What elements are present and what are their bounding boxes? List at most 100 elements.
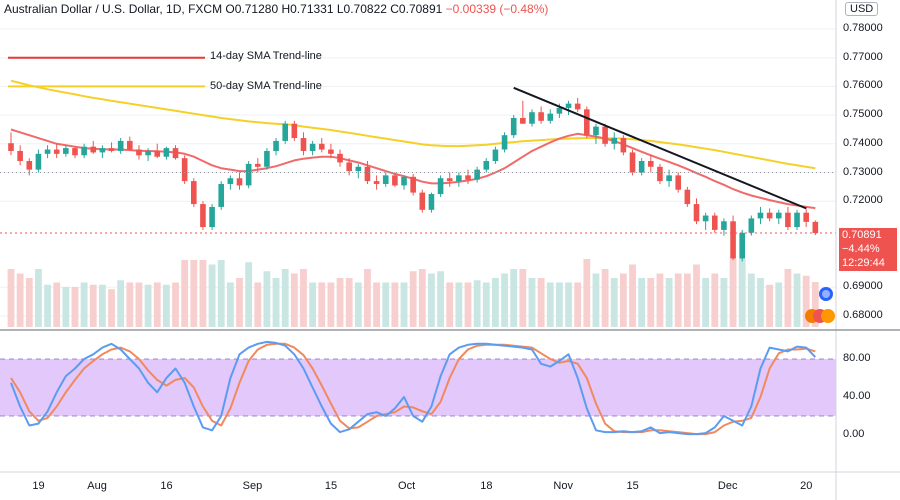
candle-body — [730, 221, 736, 259]
candle — [136, 145, 142, 160]
volume-bar — [226, 282, 234, 327]
volume-bar — [757, 278, 764, 327]
candle-body — [218, 183, 225, 207]
price-tick: 0.69000 — [843, 280, 883, 293]
candle-body — [254, 163, 261, 167]
candle-body — [401, 176, 407, 186]
candle — [81, 143, 87, 159]
countdown-label: 12:29:44 — [839, 256, 897, 271]
candle-body — [611, 138, 618, 144]
candle-body — [556, 107, 563, 114]
candle-body — [785, 212, 791, 228]
trendline — [513, 86, 807, 210]
time-tick: Nov — [553, 480, 573, 492]
volume-bar — [711, 273, 719, 327]
candle — [629, 149, 636, 176]
candle-body — [620, 138, 627, 153]
volume-bar — [482, 282, 490, 327]
price-tick: 0.68000 — [843, 309, 883, 321]
candle-body — [775, 212, 782, 219]
currency-button[interactable]: USD — [845, 2, 879, 16]
candle-body — [428, 194, 435, 210]
volume-bar — [665, 278, 673, 327]
candle-body — [282, 123, 288, 141]
candle — [437, 175, 444, 197]
bearish-trendline — [513, 86, 807, 210]
candle — [721, 218, 727, 236]
candle-body — [328, 149, 334, 154]
volume-bar — [190, 260, 198, 327]
candle-body — [209, 206, 215, 228]
candle — [510, 115, 517, 139]
candle — [163, 146, 170, 160]
candle — [273, 138, 279, 156]
volume-bar — [373, 282, 380, 327]
price-tick: 0.74000 — [843, 136, 883, 149]
volume-bar — [674, 273, 682, 327]
volume-bar — [25, 278, 33, 327]
candle-body — [26, 161, 33, 170]
candle-body — [90, 146, 97, 153]
candle-body — [757, 212, 764, 219]
candle-body — [766, 212, 773, 219]
candle — [245, 161, 252, 189]
volume-bar — [245, 262, 253, 327]
volume-bar — [747, 273, 755, 327]
volume-bar — [80, 282, 88, 327]
chart-header: Australian Dollar / U.S. Dollar, 1D, FXC… — [4, 2, 548, 16]
volume-bar — [135, 282, 143, 327]
volume-bar — [354, 282, 362, 327]
candle-body — [291, 123, 298, 139]
candle — [355, 163, 362, 179]
volume-bar — [99, 284, 106, 327]
candle-body — [181, 158, 188, 182]
candle-body — [227, 178, 234, 184]
candle-body — [309, 143, 316, 151]
australia-flag-icon-detail — [822, 290, 830, 298]
volume-bar — [16, 273, 24, 327]
candle-body — [172, 148, 179, 159]
volume-bar — [455, 282, 463, 327]
candle-body — [666, 175, 672, 182]
volume-bar — [290, 273, 298, 327]
volume-bar — [318, 282, 326, 327]
volume-bars — [7, 259, 819, 327]
candle-body — [520, 117, 526, 124]
stochastic-lines — [10, 340, 817, 436]
candle — [584, 106, 590, 139]
candle-body — [492, 149, 499, 162]
symbol-title: Australian Dollar / U.S. Dollar, 1D, FXC… — [4, 2, 223, 16]
volume-bar — [400, 282, 408, 327]
time-tick: 20 — [800, 480, 813, 492]
low-value: L0.70822 — [336, 2, 387, 16]
volume-bar — [619, 273, 627, 327]
volume-bar — [629, 264, 636, 327]
stochastic-band — [0, 358, 836, 417]
volume-bar — [528, 278, 536, 327]
candle — [99, 145, 106, 159]
candle-body — [273, 140, 279, 151]
time-tick: 15 — [324, 480, 338, 492]
volume-bar — [172, 282, 179, 327]
candle-body — [711, 215, 718, 230]
change-percent-label: −4.44% — [839, 242, 897, 257]
price-tick: 0.73000 — [843, 165, 883, 178]
candle — [757, 206, 764, 225]
candle-body — [465, 175, 471, 180]
volume-bar — [793, 273, 801, 327]
candle — [611, 132, 618, 150]
volume-bar — [208, 264, 216, 327]
candle-body — [72, 148, 78, 156]
candle — [72, 146, 78, 159]
volume-bar — [236, 278, 243, 327]
candle — [44, 145, 51, 159]
time-tick: Oct — [398, 480, 416, 492]
sma14-legend-label: 14-day SMA Trend-line — [210, 50, 322, 62]
candle — [117, 138, 124, 154]
volume-bar — [519, 269, 527, 327]
candle — [446, 172, 453, 187]
candle — [209, 204, 215, 230]
volume-bar — [71, 287, 79, 327]
candle-body — [410, 176, 416, 193]
